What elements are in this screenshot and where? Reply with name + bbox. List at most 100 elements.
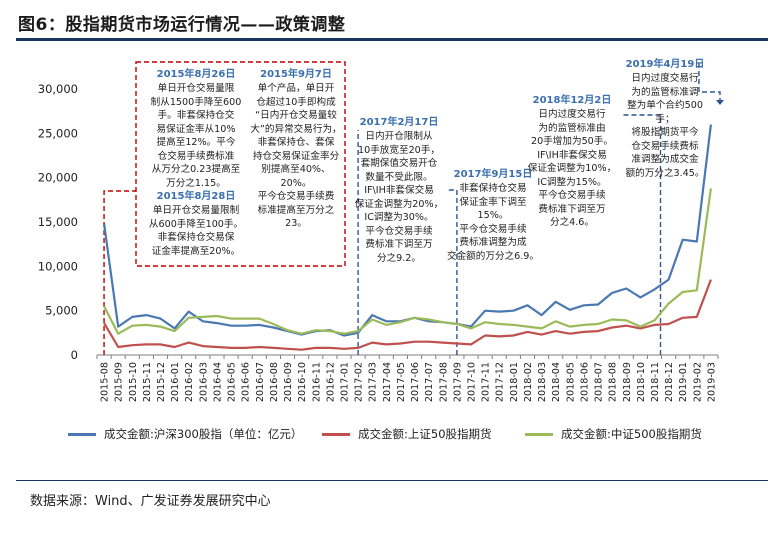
x-tick-label: 2018-06: [579, 362, 590, 402]
annotation-line: 分之4.6。: [549, 217, 595, 228]
annotation-date: 2017年9月15日: [453, 169, 533, 180]
x-tick-label: 2015-12: [156, 362, 167, 402]
annotation-arrow-2019-04: [716, 100, 724, 105]
x-tick-label: 2018-11: [650, 362, 661, 402]
x-tick-label: 2017-02: [354, 362, 365, 402]
x-tick-label: 2016-11: [311, 362, 322, 402]
annotation-line: 日内过度交易行: [538, 109, 606, 120]
x-tick-label: 2017-12: [495, 362, 506, 402]
annotation-line: 为的监管标准由: [538, 122, 606, 134]
x-tick-label: 2016-09: [283, 362, 294, 402]
x-tick-label: 2017-07: [424, 362, 435, 402]
x-tick-label: 2018-03: [537, 362, 548, 402]
annotation-line: 制从1500手降至600: [150, 96, 242, 108]
legend-label: 成交金额:沪深300股指（单位：亿元）: [104, 427, 303, 441]
x-tick-label: 2017-11: [481, 362, 492, 402]
x-tick-label: 2018-05: [565, 362, 576, 402]
x-tick-label: 2019-03: [706, 362, 717, 402]
legend-hs300: 成交金额:沪深300股指（单位：亿元）: [68, 426, 302, 442]
annotation-guide-2015: [103, 190, 136, 355]
legend-swatch: [525, 432, 553, 436]
annotation-line: 交金额的万分之6.9。: [446, 250, 539, 262]
annotation-line: 提高至12%。平今: [156, 137, 236, 148]
annotation-line: IF\IH非套保交易: [537, 149, 607, 161]
annotation-line: 日内过度交易行: [631, 73, 699, 84]
annotation-2015-08-26: 2015年8月26日 单日开仓交易量限 制从1500手降至600 手。非套保持仓…: [141, 68, 251, 190]
x-tick-label: 2015-09: [114, 362, 125, 402]
annotation-line: 别提高至40%、20%。: [261, 164, 331, 189]
annotation-line: 易保证金率从10%: [156, 123, 236, 135]
annotation-line: 整为单个合约500手；: [627, 100, 703, 125]
annotation-line: IC调整为15%。: [537, 176, 607, 188]
annotation-line: 准调整为成交金: [631, 154, 699, 165]
annotation-line: 平今仓交易手续费: [257, 191, 335, 202]
annotation-line: IF\IH非套保交易: [364, 185, 434, 196]
annotation-line: 将股指期货平今: [631, 127, 699, 138]
annotation-line: 仓交易手续费标: [631, 140, 699, 152]
legend-sz50: 成交金额:上证50股指期货: [322, 426, 492, 442]
annotation-line: 万分之1.15。: [166, 177, 226, 189]
annotation-line: 持仓交易保证金率分: [252, 150, 340, 162]
annotation-line: IC调整为30%。: [364, 212, 434, 223]
x-tick-label: 2018-08: [608, 362, 619, 402]
y-tick-label: 0: [71, 348, 78, 362]
legend-swatch: [322, 432, 350, 436]
title-rule: [16, 38, 768, 41]
y-tick-label: 20,000: [38, 171, 78, 185]
annotation-2015-09-07: 2015年9月7日 单个产品，单日开 仓超过10手即构成 “日内开仓交易量较 大…: [250, 68, 342, 231]
annotation-date: 2018年12月2日: [532, 95, 612, 106]
series-line-1: [103, 279, 712, 351]
x-tick-label: 2019-01: [678, 362, 689, 402]
x-tick-label: 2015-08: [100, 362, 111, 402]
x-tick-label: 2016-04: [212, 362, 223, 402]
annotation-boxes: [103, 61, 724, 355]
annotation-line: 为的监管标准调: [631, 86, 699, 98]
annotation-line: 手。非套保持仓交: [157, 110, 235, 121]
annotation-line: 额的万分之3.45。: [625, 167, 705, 179]
annotation-line: 费标准下调至万: [365, 239, 433, 250]
x-tick-label: 2019-02: [692, 362, 703, 402]
annotation-line: 平今仓交易手续: [459, 223, 527, 235]
annotation-line: 证金率提高至20%。: [151, 245, 241, 257]
annotation-line: 从600手降至100手。: [148, 218, 244, 230]
x-tick-label: 2018-01: [509, 362, 520, 402]
legend-swatch: [68, 432, 96, 436]
annotation-guide-2017-09: [448, 189, 458, 355]
annotation-date: 2015年8月28日: [156, 191, 236, 202]
annotation-2018-12-02: 2018年12月2日 日内过度交易行 为的监管标准由 20手增加为50手。 IF…: [526, 94, 618, 230]
annotation-date: 2019年4月19日: [625, 59, 705, 70]
annotation-line: 数量不受此限。: [365, 171, 433, 183]
annotation-date: 2017年2月17日: [359, 117, 439, 128]
source-rule: [16, 480, 768, 481]
x-tick-label: 2017-09: [452, 362, 463, 402]
annotation-line: 仓超过10手即构成: [256, 96, 336, 108]
y-tick-label: 30,000: [38, 82, 78, 96]
x-tick-label: 2018-07: [594, 362, 605, 402]
x-tick-label: 2015-10: [128, 362, 139, 402]
annotation-line: 非套保持仓交易: [459, 183, 527, 194]
annotation-line: 套期保值交易开仓: [360, 158, 438, 169]
x-tick-label: 2017-03: [368, 362, 379, 402]
x-tick-label: 2016-08: [269, 362, 280, 402]
annotation-line: 非套保持仓、套保: [257, 137, 335, 148]
annotation-line: 日内开仓限制从: [365, 131, 433, 142]
y-tick-label: 15,000: [38, 215, 78, 229]
x-tick-label: 2018-10: [636, 362, 647, 402]
annotation-line: “日内开仓交易量较: [255, 110, 337, 121]
annotation-line: 大”的异常交易行为，: [250, 123, 342, 135]
legend-zz500: 成交金额:中证500股指期货: [525, 426, 702, 442]
source-note: 数据来源：Wind、广发证券发展研究中心: [30, 494, 271, 509]
annotation-guide-2018-12: [622, 114, 662, 355]
annotation-2015-08-28: 2015年8月28日 单日开仓交易量限制 从600手降至100手。 非套保持仓交…: [141, 190, 251, 258]
x-tick-label: 2016-05: [227, 362, 238, 402]
legend-label: 成交金额:上证50股指期货: [358, 427, 492, 441]
annotation-line: 保证金调整为10%，: [527, 163, 617, 174]
x-tick-label: 2016-12: [325, 362, 336, 402]
annotation-line: 保证金调整为20%，: [354, 198, 444, 210]
annotation-line: 分之9.2。: [376, 252, 422, 264]
x-tick-label: 2017-05: [396, 362, 407, 402]
annotation-line: 保证金率下调至15%。: [459, 196, 527, 222]
x-tick-label: 2018-09: [622, 362, 633, 402]
annotation-line: 10手放宽至20手，: [358, 144, 440, 156]
